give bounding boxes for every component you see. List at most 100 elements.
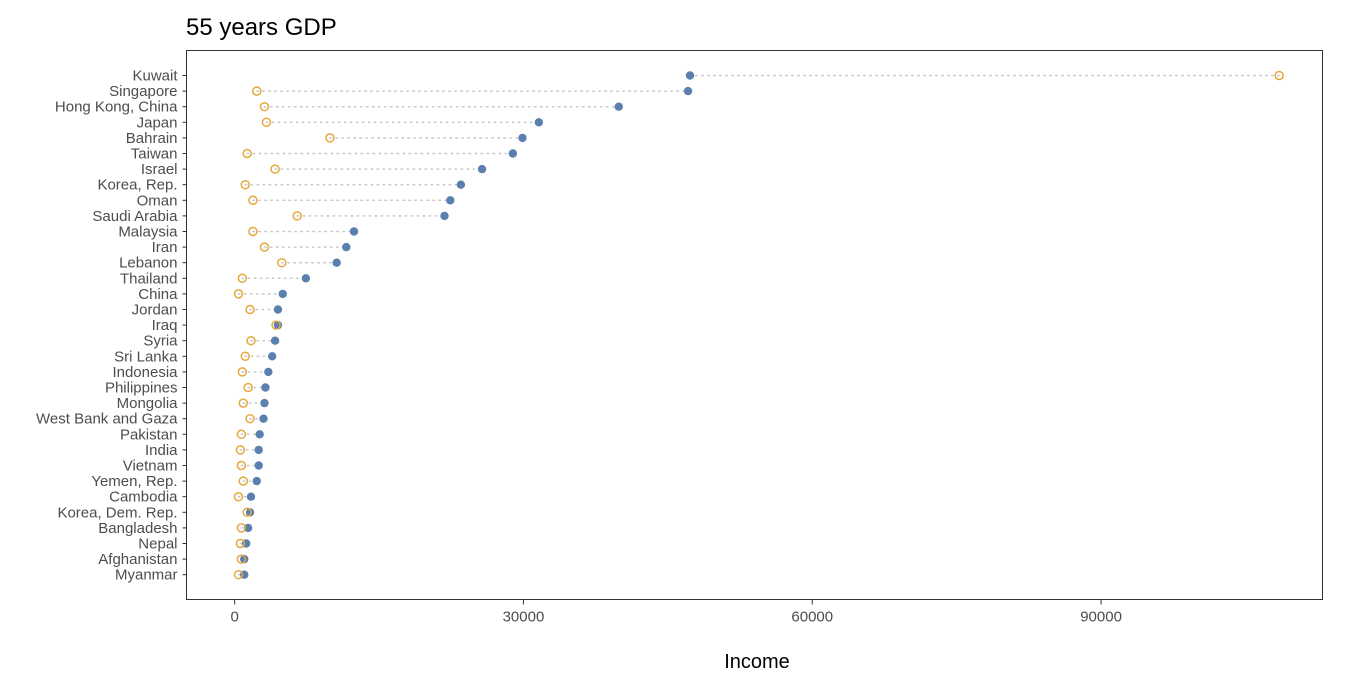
start-point: [259, 101, 270, 112]
end-point: [267, 352, 277, 361]
start-point: [245, 304, 255, 315]
start-point: [252, 86, 262, 96]
y-tick-label: Jordan: [132, 302, 178, 319]
start-point: [245, 413, 255, 424]
x-tick-label: 90000: [1080, 609, 1122, 626]
y-tick-label: Iran: [152, 239, 178, 256]
start-point: [237, 273, 248, 284]
start-point: [325, 133, 335, 143]
start-point: [237, 367, 248, 377]
end-point: [270, 336, 280, 345]
y-tick-label: Lebanon: [119, 255, 177, 272]
y-tick-label: China: [138, 286, 178, 303]
end-point: [264, 367, 273, 377]
y-tick-label: Afghanistan: [98, 551, 177, 568]
end-point: [614, 102, 623, 111]
y-tick-label: Japan: [137, 114, 178, 131]
start-point: [248, 195, 258, 206]
start-point: [292, 211, 302, 221]
start-point: [270, 164, 280, 174]
end-point: [518, 133, 527, 143]
end-point: [349, 227, 359, 236]
end-point: [446, 196, 455, 205]
y-tick-label: Mongolia: [117, 395, 179, 412]
y-tick-label: Pakistan: [120, 426, 178, 443]
end-point: [259, 414, 268, 423]
y-tick-label: Syria: [143, 333, 178, 350]
start-point: [236, 460, 247, 471]
end-point: [252, 476, 261, 486]
y-tick-label: Thailand: [120, 270, 178, 287]
y-tick-label: Malaysia: [118, 224, 178, 241]
start-point: [242, 148, 252, 159]
start-point: [233, 569, 244, 580]
x-tick-label: 60000: [791, 609, 833, 626]
y-tick-label: Iraq: [152, 317, 178, 334]
end-point: [534, 118, 544, 127]
y-tick-label: Indonesia: [112, 364, 178, 381]
start-point: [236, 429, 247, 440]
end-point: [246, 492, 256, 501]
end-point: [261, 383, 270, 392]
point-layer: [233, 70, 1284, 580]
y-tick-label: Singapore: [109, 83, 177, 100]
end-point: [456, 180, 466, 189]
start-point: [242, 507, 252, 518]
start-point: [233, 289, 244, 299]
end-point: [240, 554, 249, 564]
y-tick-label: Oman: [137, 192, 178, 209]
end-point: [332, 258, 341, 267]
x-axis-label: Income: [724, 651, 790, 673]
start-point: [1274, 70, 1284, 81]
y-tick-label: Nepal: [138, 536, 177, 553]
start-point: [240, 351, 250, 362]
y-tick-label: Israel: [141, 161, 178, 178]
end-point: [342, 242, 351, 252]
start-point: [238, 476, 249, 486]
y-tick-label: Korea, Rep.: [97, 177, 177, 194]
end-point: [255, 430, 264, 439]
y-tick-label: Hong Kong, China: [55, 99, 178, 116]
y-tick-label: Sri Lanka: [114, 348, 178, 365]
start-point: [243, 382, 253, 393]
y-tick-label: West Bank and Gaza: [36, 411, 178, 428]
end-point: [301, 274, 311, 283]
x-tick-label: 0: [230, 609, 238, 626]
chart-title: 55 years GDP: [186, 14, 337, 41]
start-point: [238, 398, 249, 408]
end-point: [273, 305, 283, 314]
end-point: [254, 461, 263, 470]
y-tick-label: Bangladesh: [98, 520, 177, 537]
y-tick-label: Philippines: [105, 380, 178, 397]
x-tick-label: 30000: [503, 609, 545, 626]
end-point: [278, 289, 287, 299]
end-point: [685, 71, 695, 80]
y-tick-label: Korea, Dem. Rep.: [57, 504, 177, 521]
start-point: [277, 257, 287, 268]
start-point: [248, 226, 258, 237]
end-point: [243, 523, 253, 533]
plot-frame: [186, 50, 1323, 600]
x-axis: 0 30000 60000 90000: [230, 599, 1122, 626]
y-tick-label: Kuwait: [132, 68, 178, 85]
start-point: [236, 523, 247, 533]
connector-layer: [237, 74, 1280, 576]
start-point: [235, 445, 246, 455]
start-point: [233, 491, 244, 502]
start-point: [240, 179, 250, 190]
end-point: [440, 211, 449, 221]
start-point: [235, 538, 246, 549]
start-point: [271, 320, 281, 330]
y-tick-label: Vietnam: [123, 458, 178, 475]
start-point: [246, 335, 256, 346]
y-tick-label: India: [145, 442, 178, 459]
y-tick-label: Yemen, Rep.: [91, 473, 177, 490]
end-point: [477, 164, 487, 174]
y-tick-label: Cambodia: [109, 489, 178, 506]
y-tick-label: Taiwan: [131, 146, 178, 163]
start-point: [236, 554, 247, 564]
y-tick-label: Bahrain: [126, 130, 178, 147]
